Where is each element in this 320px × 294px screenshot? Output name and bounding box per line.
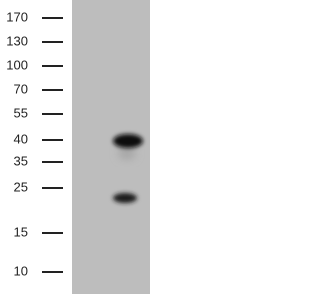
ladder: 170 130 100 70 55 40 35 25 15 10: [6, 9, 63, 278]
marker-label: 55: [14, 105, 28, 120]
band-lower: [113, 193, 137, 203]
marker-label: 10: [14, 263, 28, 278]
western-blot: 170 130 100 70 55 40 35 25 15 10: [6, 0, 150, 294]
band-upper: [113, 134, 143, 148]
band-smear: [118, 146, 136, 160]
marker-label: 100: [6, 57, 28, 72]
membrane: [72, 0, 150, 294]
marker-label: 40: [14, 131, 28, 146]
marker-label: 70: [14, 81, 28, 96]
marker-label: 15: [14, 224, 28, 239]
marker-label: 35: [14, 153, 28, 168]
marker-label: 130: [6, 33, 28, 48]
marker-label: 25: [14, 179, 28, 194]
marker-label: 170: [6, 9, 28, 24]
